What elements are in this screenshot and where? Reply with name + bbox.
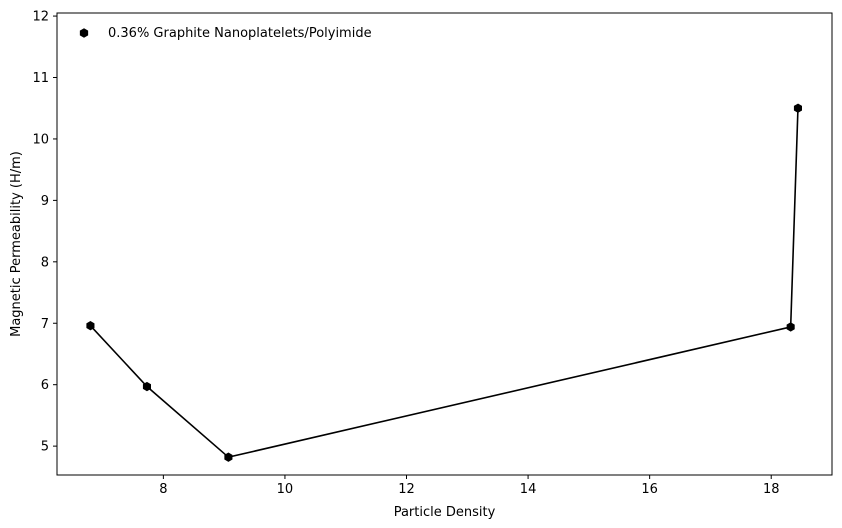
x-tick-label: 14	[520, 482, 537, 497]
x-tick-label: 16	[641, 482, 658, 497]
x-tick-label: 12	[398, 482, 415, 497]
x-axis-label: Particle Density	[394, 505, 496, 520]
data-point	[786, 322, 795, 332]
y-tick-label: 12	[32, 10, 49, 25]
y-tick-label: 11	[32, 71, 49, 86]
legend-series-label: 0.36% Graphite Nanoplatelets/Polyimide	[108, 26, 372, 41]
y-axis-ticks: 5 6 7 8 9 10 11 12	[32, 10, 57, 455]
x-tick-label: 10	[277, 482, 294, 497]
y-tick-label: 9	[41, 194, 49, 209]
y-axis-label: Magnetic Permeability (H/m)	[9, 151, 24, 337]
data-point	[793, 103, 802, 113]
legend: 0.36% Graphite Nanoplatelets/Polyimide	[79, 26, 372, 41]
y-tick-label: 7	[41, 317, 49, 332]
series-layer	[86, 103, 802, 462]
plot-frame	[56, 12, 833, 476]
x-tick-label: 18	[763, 482, 780, 497]
legend-marker-hexagon-icon	[79, 28, 89, 38]
data-point	[86, 321, 95, 331]
x-tick-label: 8	[159, 482, 167, 497]
y-tick-label: 5	[41, 440, 49, 455]
y-tick-label: 8	[41, 255, 49, 270]
y-tick-label: 10	[32, 132, 49, 147]
data-point	[142, 381, 152, 392]
y-tick-label: 6	[41, 378, 49, 393]
x-axis-ticks: 8 10 12 14 16 18	[159, 475, 779, 497]
data-point	[224, 452, 233, 462]
